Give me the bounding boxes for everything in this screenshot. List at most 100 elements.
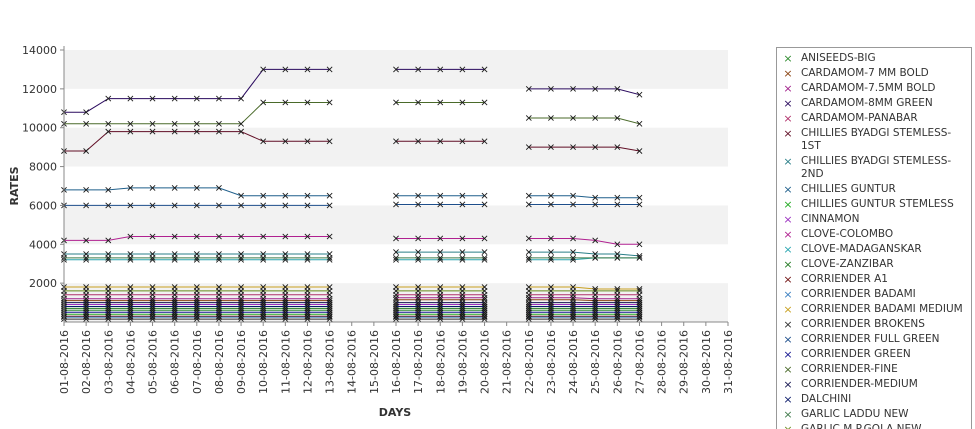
data-point <box>548 235 554 242</box>
data-point <box>149 303 156 310</box>
data-point <box>127 120 134 127</box>
legend-item[interactable]: × CORRIENDER BADAMI <box>777 288 971 301</box>
data-point <box>592 194 599 201</box>
data-point <box>437 249 444 255</box>
chart-legend: × ANISEEDS-BIG × CARDAMOM-7 MM BOLD × CARDAMO… <box>776 47 972 429</box>
line-chart: 2000 4000 6000 8000 10000 12000 14000 01-08-20… <box>8 44 735 419</box>
legend-item[interactable]: × CORRIENDER FULL GREEN <box>777 333 971 346</box>
legend-item[interactable]: × CARDAMOM-7.5MM BOLD <box>777 82 971 95</box>
data-point <box>437 235 444 242</box>
data-point <box>548 303 554 310</box>
legend-label: ANISEEDS-BIG <box>801 52 876 64</box>
legend-item[interactable]: × CARDAMOM-7 MM BOLD <box>777 67 971 80</box>
data-point <box>171 316 178 323</box>
data-point <box>238 202 244 209</box>
x-tick-label: 14-08-2016 <box>346 330 359 394</box>
data-point <box>415 235 422 242</box>
data-point <box>415 138 422 145</box>
legend-item[interactable]: × CARDAMOM-PANABAR <box>777 112 971 125</box>
data-point <box>171 309 178 316</box>
data-point <box>481 235 488 242</box>
legend-item[interactable]: × GARLIC LADDU NEW <box>777 408 971 421</box>
legend-marker-icon: × <box>783 318 793 331</box>
legend-item[interactable]: × CHILLIES GUNTUR STEMLESS <box>777 198 971 211</box>
data-point <box>127 316 134 323</box>
data-point <box>415 287 422 294</box>
data-point <box>216 202 222 209</box>
data-point <box>393 192 399 199</box>
legend-marker-icon: × <box>783 258 793 271</box>
legend-item[interactable]: × CORRIENDER-MEDIUM <box>777 378 971 391</box>
legend-marker-icon: × <box>783 378 793 391</box>
data-point <box>525 201 532 208</box>
series-22 <box>61 254 643 261</box>
legend-item[interactable]: × CORRIENDER BADAMI MEDIUM <box>777 303 971 316</box>
data-point <box>260 192 267 199</box>
data-point <box>216 120 222 127</box>
legend-marker-icon: × <box>783 303 793 316</box>
grid-band <box>64 205 728 245</box>
data-point <box>570 316 576 323</box>
data-point <box>570 254 576 261</box>
data-point <box>614 241 621 248</box>
data-point <box>326 202 333 209</box>
legend-item[interactable]: × CORRIENDER-FINE <box>777 363 971 376</box>
legend-item[interactable]: × DALCHINI <box>777 393 971 406</box>
data-point <box>525 303 532 310</box>
data-point <box>282 287 289 294</box>
legend-item[interactable]: × CARDAMOM-8MM GREEN <box>777 97 971 110</box>
data-point <box>282 254 289 261</box>
data-point <box>481 138 488 145</box>
legend-item[interactable]: × CHILLIES BYADGI STEMLESS-2ND <box>777 155 971 181</box>
x-tick-label: 25-08-2016 <box>589 330 602 394</box>
data-point <box>570 249 576 255</box>
legend-item[interactable]: × CORRIENDER A1 <box>777 273 971 286</box>
data-point <box>437 309 444 316</box>
data-point <box>171 303 178 310</box>
legend-label: CORRIENDER A1 <box>801 273 888 285</box>
data-point <box>459 303 466 310</box>
data-point <box>193 185 200 191</box>
y-tick-label: 2000 <box>29 277 57 290</box>
data-point <box>570 115 576 121</box>
series-16 <box>61 316 643 323</box>
legend-label: CORRIENDER GREEN <box>801 348 911 360</box>
data-point <box>415 309 422 316</box>
data-point <box>636 194 643 201</box>
data-point <box>437 138 444 145</box>
data-point <box>171 128 178 135</box>
legend-item[interactable]: × GARLIC M.P.GOLA NEW <box>777 423 971 429</box>
legend-item[interactable]: × CHILLIES BYADGI STEMLESS-1ST <box>777 127 971 153</box>
data-point <box>83 148 90 154</box>
legend-marker-icon: × <box>783 408 793 421</box>
legend-item[interactable]: × CORRIENDER GREEN <box>777 348 971 361</box>
data-point <box>105 128 112 135</box>
y-tick-label: 12000 <box>22 83 57 96</box>
legend-label: CORRIENDER-MEDIUM <box>801 378 918 390</box>
legend-item[interactable]: × CLOVE-ZANZIBAR <box>777 258 971 271</box>
data-point <box>260 99 267 106</box>
legend-item[interactable]: × CLOVE-MADAGANSKAR <box>777 243 971 256</box>
legend-item[interactable]: × ANISEEDS-BIG <box>777 52 971 65</box>
series-19 <box>61 99 643 127</box>
data-point <box>548 192 554 199</box>
y-tick-label: 6000 <box>29 199 57 212</box>
data-point <box>238 192 244 199</box>
x-tick-label: 02-08-2016 <box>80 330 93 394</box>
data-point <box>282 66 289 73</box>
legend-item[interactable]: × CLOVE-COLOMBO <box>777 228 971 241</box>
data-point <box>481 309 488 316</box>
x-tick-label: 07-08-2016 <box>191 330 204 394</box>
data-point <box>282 316 289 323</box>
legend-item[interactable]: × CORRIENDER BROKENS <box>777 318 971 331</box>
data-point <box>548 144 554 151</box>
data-point <box>193 309 200 316</box>
legend-item[interactable]: × CINNAMON <box>777 213 971 226</box>
data-point <box>83 254 90 261</box>
legend-label: CARDAMOM-7 MM BOLD <box>801 67 929 79</box>
legend-label: GARLIC M.P.GOLA NEW <box>801 423 922 429</box>
data-point <box>525 316 532 323</box>
data-point <box>171 287 178 294</box>
data-point <box>525 144 532 151</box>
legend-item[interactable]: × CHILLIES GUNTUR <box>777 183 971 196</box>
